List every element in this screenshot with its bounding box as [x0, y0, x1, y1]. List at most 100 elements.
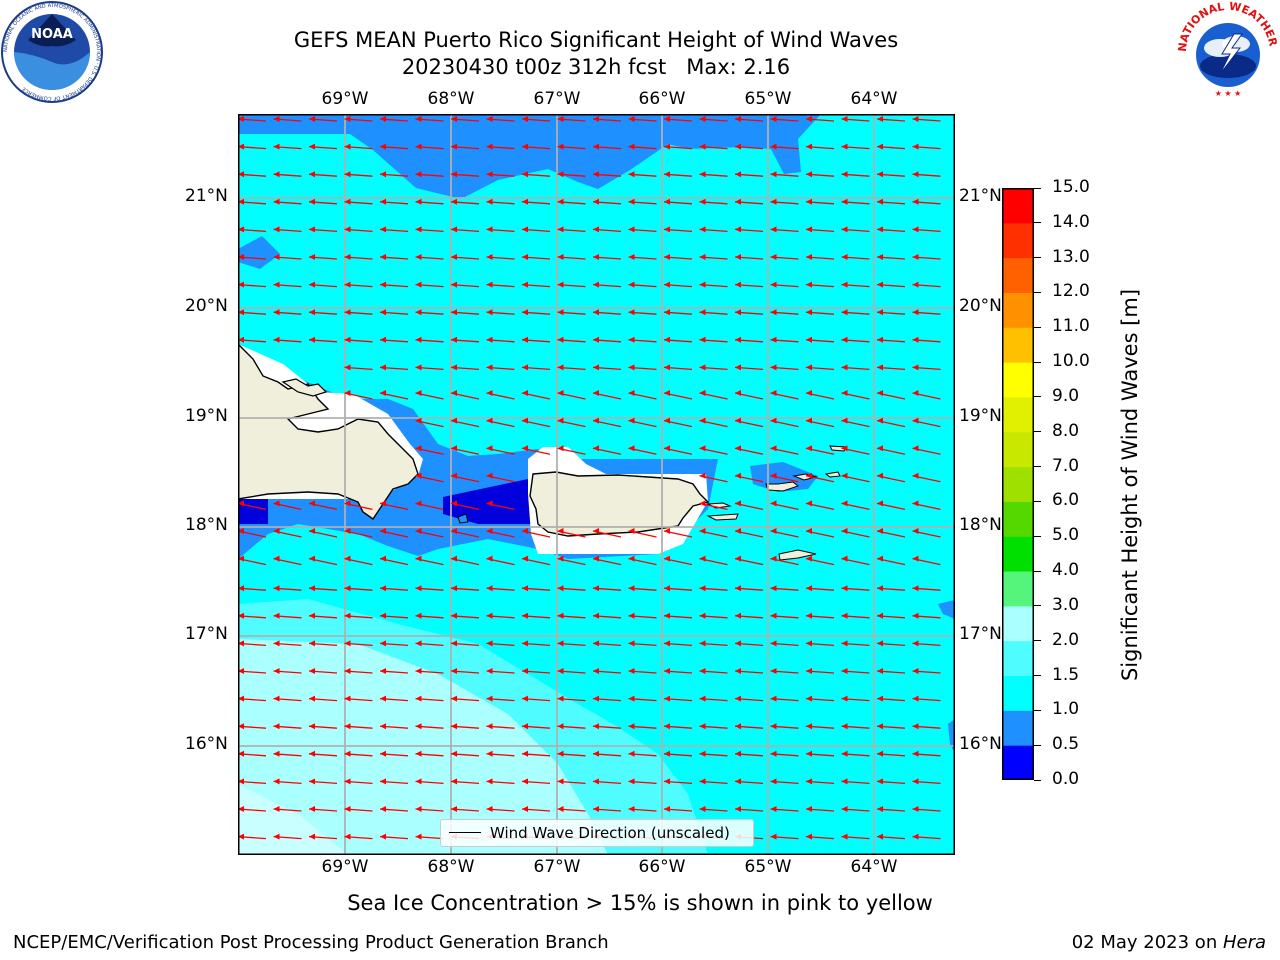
- wind-wave-arrow-head: [273, 143, 280, 150]
- wind-wave-arrow-head: [699, 226, 706, 233]
- wind-wave-arrow-head: [486, 695, 493, 702]
- wind-wave-arrow-head: [593, 390, 599, 396]
- colorbar-tick-label: 3.0: [1052, 594, 1080, 615]
- lat-label-left: 20°N: [185, 296, 228, 316]
- wind-wave-arrow-head: [841, 806, 848, 812]
- wind-wave-arrow-head: [380, 226, 386, 233]
- wind-wave-arrow-head: [486, 500, 493, 507]
- wind-wave-arrow-head: [344, 390, 351, 396]
- wind-wave-arrow-head: [238, 555, 244, 562]
- wind-wave-arrow-head: [557, 309, 564, 316]
- svg-text:NOAA: NOAA: [31, 27, 73, 42]
- wind-wave-arrow-head: [486, 723, 493, 730]
- colorbar-tick-mark: [1034, 605, 1041, 607]
- wind-wave-arrow-head: [238, 695, 244, 702]
- wind-wave-arrow-head: [877, 198, 883, 205]
- wind-wave-arrow-head: [628, 281, 635, 288]
- wind-wave-arrow-head: [451, 723, 457, 730]
- wind-wave-arrow-head: [344, 226, 351, 233]
- wind-wave-arrow-head: [770, 472, 777, 479]
- colorbar-tick-label: 8.0: [1052, 420, 1080, 441]
- colorbar-tick-label: 10.0: [1052, 351, 1090, 372]
- wind-wave-arrow-head: [699, 472, 706, 479]
- wind-wave-arrow-head: [238, 226, 244, 233]
- wind-wave-arrow-head: [593, 226, 599, 233]
- wind-wave-arrow-head: [841, 254, 848, 260]
- wind-wave-arrow-head: [451, 226, 457, 233]
- wind-wave-arrow-head: [841, 555, 848, 562]
- lat-label-right: 19°N: [959, 406, 1002, 426]
- wind-wave-arrow-head: [557, 806, 564, 812]
- wind-wave-arrow-head: [628, 336, 635, 343]
- wind-wave-arrow-head: [770, 723, 777, 730]
- wind-wave-arrow-head: [735, 750, 741, 757]
- wind-wave-arrow-head: [380, 528, 386, 534]
- wind-wave-arrow-head: [806, 390, 812, 396]
- wind-wave-arrow-head: [415, 806, 422, 812]
- wind-wave-arrow-head: [628, 254, 635, 260]
- wind-wave-arrow-head: [380, 778, 386, 785]
- wind-wave-arrow-head: [735, 612, 741, 619]
- colorbar-tick-mark: [1034, 709, 1041, 711]
- lon-label-bottom: 65°W: [744, 857, 792, 877]
- wind-wave-arrow-head: [309, 143, 315, 150]
- wind-wave-arrow-head: [912, 143, 919, 150]
- wind-wave-arrow-head: [806, 445, 812, 452]
- wind-wave-arrow-head: [415, 364, 422, 371]
- wind-wave-arrow-head: [806, 364, 812, 371]
- wind-wave-arrow-head: [877, 555, 883, 562]
- wind-wave-arrow-head: [273, 612, 280, 619]
- colorbar-tick-mark: [1034, 675, 1041, 677]
- wind-wave-arrow-head: [628, 417, 635, 424]
- colorbar-swatch: [1002, 466, 1034, 502]
- wind-wave-arrow-head: [309, 309, 315, 316]
- wind-wave-arrow-head: [664, 254, 670, 260]
- lon-label-top: 68°W: [427, 89, 475, 109]
- colorbar-swatch: [1002, 396, 1034, 433]
- lat-label-right: 18°N: [959, 515, 1002, 535]
- wind-wave-arrow-head: [557, 254, 564, 260]
- wind-wave-arrow-head: [912, 445, 919, 452]
- wind-wave-arrow-head: [806, 500, 812, 507]
- wind-wave-arrow-head: [770, 640, 777, 647]
- wind-wave-arrow-head: [593, 695, 599, 702]
- wind-wave-arrow-head: [380, 555, 386, 562]
- wind-wave-arrow-head: [593, 417, 599, 424]
- wind-wave-arrow-head: [309, 171, 315, 178]
- wind-wave-arrow-head: [699, 640, 706, 647]
- lon-label-bottom: 64°W: [850, 857, 898, 877]
- wind-wave-arrow-head: [806, 555, 812, 562]
- wind-wave-arrow-head: [806, 695, 812, 702]
- wind-wave-arrow-head: [593, 309, 599, 316]
- colorbar-tick-label: 11.0: [1052, 316, 1090, 337]
- wind-wave-arrow-head: [841, 472, 848, 479]
- wind-wave-arrow-head: [522, 171, 528, 178]
- wind-wave-arrow-head: [770, 612, 777, 619]
- map-legend: Wind Wave Direction (unscaled): [440, 819, 754, 847]
- wind-wave-arrow-head: [841, 281, 848, 288]
- wind-wave-arrow-head: [699, 695, 706, 702]
- wind-wave-arrow-head: [415, 555, 422, 562]
- wind-wave-arrow-head: [380, 198, 386, 205]
- wind-wave-arrow-head: [344, 171, 351, 178]
- wind-wave-arrow-head: [451, 612, 457, 619]
- wind-wave-arrow-head: [912, 226, 919, 233]
- map-title-line2: 20230430 t00z 312h fcst Max: 2.16: [401, 55, 791, 79]
- wind-wave-arrow-head: [415, 585, 422, 592]
- wind-wave-arrow-head: [664, 778, 670, 785]
- wind-wave-arrow-head: [699, 723, 706, 730]
- low-wave-area-north: [238, 114, 821, 199]
- wind-wave-arrow-head: [735, 695, 741, 702]
- wind-wave-arrow-head: [877, 806, 883, 812]
- wind-wave-arrow-head: [699, 171, 706, 178]
- wind-wave-arrow-head: [273, 750, 280, 757]
- wind-wave-arrow-head: [273, 723, 280, 730]
- wind-wave-arrow-head: [451, 472, 457, 479]
- producer-credit: NCEP/EMC/Verification Post Processing Pr…: [13, 932, 609, 953]
- wind-wave-arrow-head: [735, 528, 741, 534]
- wind-wave-arrow-head: [628, 390, 635, 396]
- wind-wave-arrow-head: [770, 116, 777, 122]
- wind-wave-arrow-head: [664, 171, 670, 178]
- wind-wave-arrow-head: [806, 750, 812, 757]
- wind-wave-arrow-head: [522, 309, 528, 316]
